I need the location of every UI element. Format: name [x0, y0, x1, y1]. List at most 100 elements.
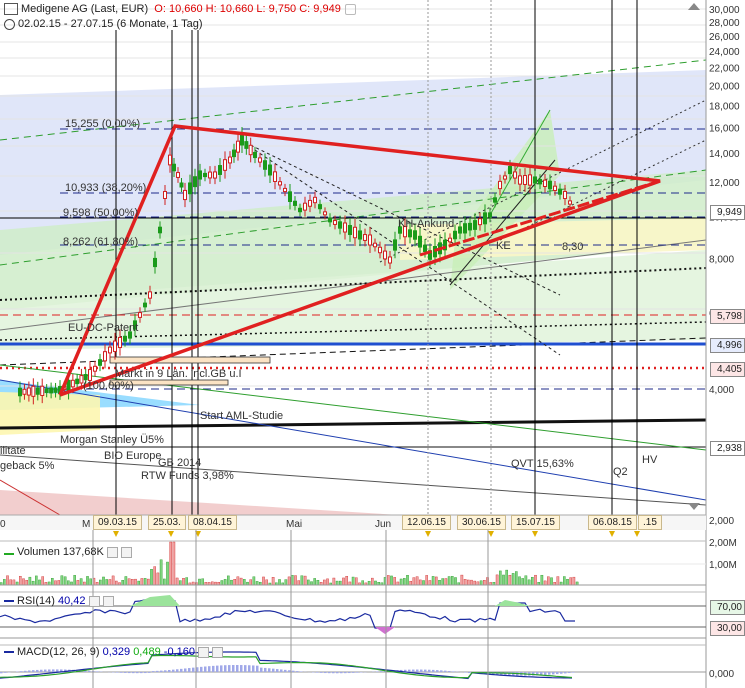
candle: [198, 170, 202, 180]
candle: [558, 188, 562, 195]
date-box-0903[interactable]: 09.03.15: [93, 515, 142, 530]
panel-close-icon[interactable]: [120, 546, 132, 558]
volume-bar: [403, 578, 406, 586]
macd-hist-bar: [168, 669, 171, 672]
volume-bar: [531, 576, 534, 586]
volume-bar: [415, 576, 419, 586]
date-box-3006[interactable]: 30.06.15: [457, 515, 506, 530]
candle: [538, 178, 542, 185]
price-tag-4996: 4,996: [709, 338, 745, 353]
clock-icon: [4, 18, 15, 30]
macd-hist-bar: [296, 671, 299, 672]
volume-bar: [22, 578, 25, 586]
macd-close-icon[interactable]: [211, 646, 223, 658]
volume-bar: [127, 578, 131, 586]
volume-bar: [556, 576, 560, 586]
volume-bar: [326, 578, 329, 586]
candle: [188, 182, 192, 195]
volume-bar: [271, 577, 275, 586]
settings-icon[interactable]: [344, 3, 356, 15]
candle: [368, 234, 372, 246]
macd-hist-bar: [172, 669, 175, 672]
candle: [244, 141, 249, 149]
fib-0-label: 15,255 (0,00%): [65, 118, 140, 130]
kh-label: KH-Ankund: [398, 218, 454, 230]
aml-label: Start AML-Studie: [200, 410, 283, 422]
fibonacci-lines: [60, 128, 706, 390]
volume-bar: [233, 579, 237, 586]
upper-channel-band: [0, 70, 706, 255]
price-tick: 4,000: [709, 385, 734, 396]
date-box-1206[interactable]: 12.06.15: [402, 515, 451, 530]
volume-bar: [332, 577, 336, 586]
candle: [213, 171, 217, 179]
candle: [303, 202, 307, 211]
macd-hist-bar: [20, 671, 23, 672]
date-fragment-left: 0: [0, 519, 6, 530]
candle: [22, 388, 27, 395]
rsi-options-icon[interactable]: [88, 595, 100, 607]
candle: [483, 212, 487, 225]
volume-bar: [172, 541, 176, 586]
rsi-tick-30: 30,00: [709, 621, 745, 636]
macd-hist-bar: [568, 672, 571, 674]
price-tick: 2,000: [709, 516, 734, 527]
volume-bar: [361, 580, 365, 586]
volume-bar: [390, 575, 393, 586]
macd-v1: 0,329: [102, 646, 131, 658]
macd-v3: -0,160: [163, 646, 195, 658]
date-box-0608[interactable]: 06.08.15: [588, 515, 637, 530]
candle: [413, 230, 417, 240]
markt-label: Markt in 9 Län. incl.GB u.I: [115, 368, 242, 380]
macd-hist-bar: [128, 672, 131, 674]
date-box-1507[interactable]: 15.07.15: [511, 515, 560, 530]
macd-hist-bar: [276, 669, 279, 672]
volume-bar: [6, 575, 9, 586]
volume-bar: [169, 541, 173, 586]
rsi-close-icon[interactable]: [102, 595, 114, 607]
macd-hist-bar: [0, 672, 3, 674]
date-box-0804[interactable]: 08.04.15: [188, 515, 237, 530]
volume-bar: [35, 575, 38, 586]
macd-hist-bar: [256, 665, 259, 672]
candle: [218, 165, 222, 175]
macd-hist-bar: [432, 669, 435, 672]
macd-tick-0: 0,000: [709, 669, 734, 680]
volume-bar: [57, 580, 60, 586]
volume-bar: [111, 575, 115, 586]
ke-label: KE: [496, 240, 511, 252]
volume-bar: [428, 580, 432, 586]
volume-bar: [438, 580, 441, 586]
date-box-15[interactable]: .15: [638, 515, 662, 530]
volume-bar: [323, 579, 326, 586]
candle: [448, 237, 452, 243]
candle: [338, 221, 342, 229]
candle: [443, 239, 447, 251]
macd-options-icon[interactable]: [197, 646, 209, 658]
macd-hist-bar: [540, 672, 543, 676]
volume-bar: [252, 576, 256, 586]
scroll-up-arrow[interactable]: [688, 3, 700, 10]
candle: [478, 218, 482, 226]
volume-bar: [89, 578, 92, 586]
price-tick: 12,000: [709, 178, 740, 189]
volume-bar: [345, 576, 349, 586]
panel-options-icon[interactable]: [106, 546, 118, 558]
gb-label: GB 2014: [158, 457, 201, 469]
volume-bar: [66, 580, 70, 586]
candle: [128, 331, 132, 339]
ilitate-label: ilitate: [0, 445, 26, 457]
macd-hist-bar: [28, 670, 31, 672]
candle: [83, 374, 88, 381]
price-candles: [18, 127, 572, 405]
volume-bar: [201, 578, 205, 586]
macd-hist-bar: [380, 671, 383, 672]
macd-hist-bar: [40, 669, 43, 672]
candle: [318, 204, 322, 210]
date-box-2503[interactable]: 25.03.: [148, 515, 186, 530]
scroll-down-arrow[interactable]: [688, 503, 700, 510]
candle: [513, 171, 517, 179]
candle: [383, 250, 387, 260]
price-grid: [0, 8, 706, 521]
price-tag-2938: 2,938: [709, 441, 745, 456]
